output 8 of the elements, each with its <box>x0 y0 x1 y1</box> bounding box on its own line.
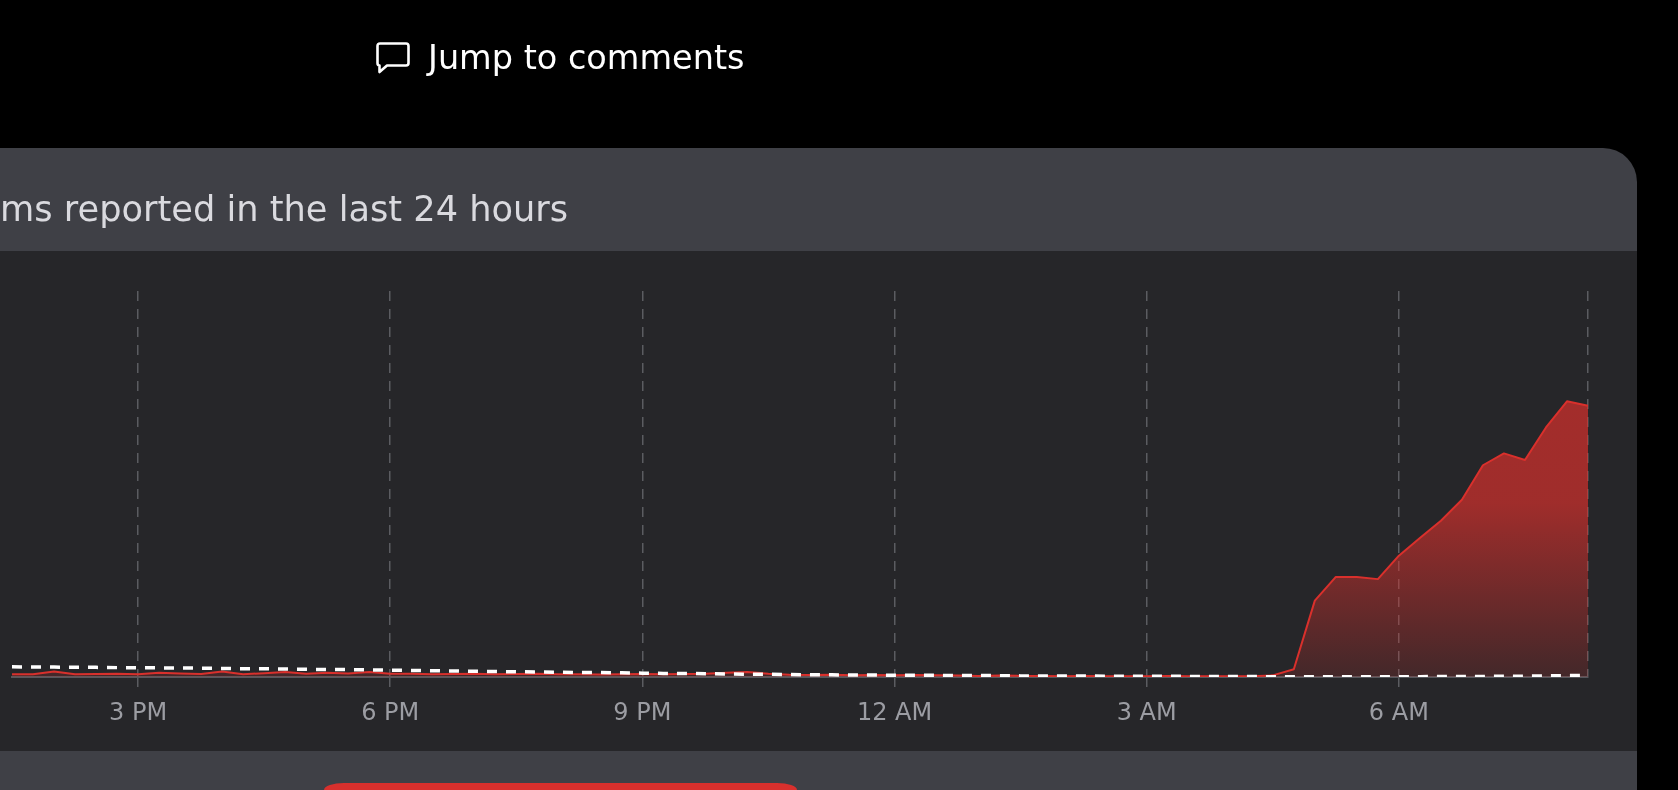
chart-title: ms reported in the last 24 hours <box>0 187 569 231</box>
x-tick-label: 12 AM <box>856 697 933 726</box>
x-tick-label: 6 PM <box>361 697 420 726</box>
x-tick-label: 3 AM <box>1116 697 1177 726</box>
x-tick-label: 9 PM <box>613 697 672 726</box>
text: Jump to comments <box>428 37 745 79</box>
x-tick-label: 3 PM <box>109 697 168 726</box>
x-tick-label: 6 AM <box>1368 697 1429 726</box>
